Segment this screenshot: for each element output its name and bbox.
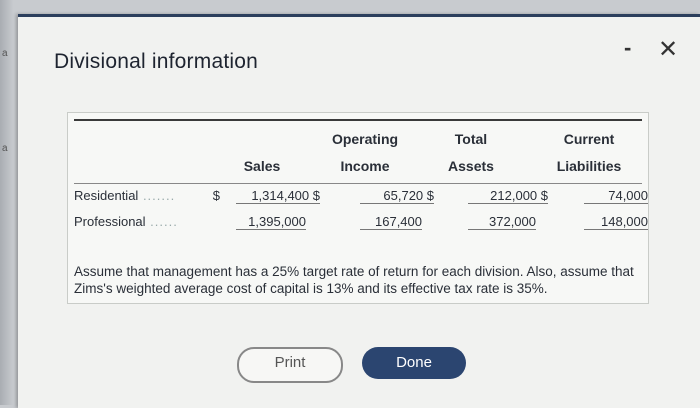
edge-glyph: a (2, 48, 8, 59)
dialog-title: Divisional information (54, 50, 258, 73)
operating-income-residential: 65,720 $ (360, 188, 434, 204)
row-label-professional: Professional ...... (74, 214, 178, 229)
header-liabilities: Liabilities (556, 158, 622, 174)
header-total: Total (454, 131, 488, 147)
dollar-sign: $ (212, 188, 220, 203)
background-window-edge: a a (0, 0, 14, 405)
total-assets-residential: 212,000 $ (468, 188, 548, 204)
header-income: Income (340, 158, 390, 174)
edge-glyph: a (2, 143, 8, 154)
sales-professional: 1,395,000 (236, 214, 306, 230)
close-icon[interactable]: ✕ (658, 36, 679, 63)
current-liabilities-professional: 148,000 (584, 214, 648, 230)
minimize-icon[interactable]: - (624, 35, 632, 60)
row-label-residential: Residential ....... (74, 188, 176, 203)
divisional-information-dialog: Divisional information - ✕ Operating Inc… (18, 14, 700, 408)
print-button[interactable]: Print (237, 347, 343, 383)
header-assets: Assets (448, 158, 494, 174)
total-assets-professional: 372,000 (468, 214, 536, 230)
header-sales: Sales (243, 158, 281, 174)
current-liabilities-residential: 74,000 (584, 188, 648, 204)
done-button[interactable]: Done (362, 347, 466, 379)
operating-income-professional: 167,400 (360, 214, 422, 230)
sales-residential: 1,314,400 $ (236, 188, 320, 204)
header-operating: Operating (331, 131, 399, 147)
header-current: Current (563, 131, 615, 147)
table-top-rule (74, 119, 642, 121)
divisional-table-panel: Operating Income Total Assets Current Li… (67, 112, 649, 304)
assumptions-note: Assume that management has a 25% target … (74, 264, 634, 296)
header-separator (74, 183, 642, 184)
